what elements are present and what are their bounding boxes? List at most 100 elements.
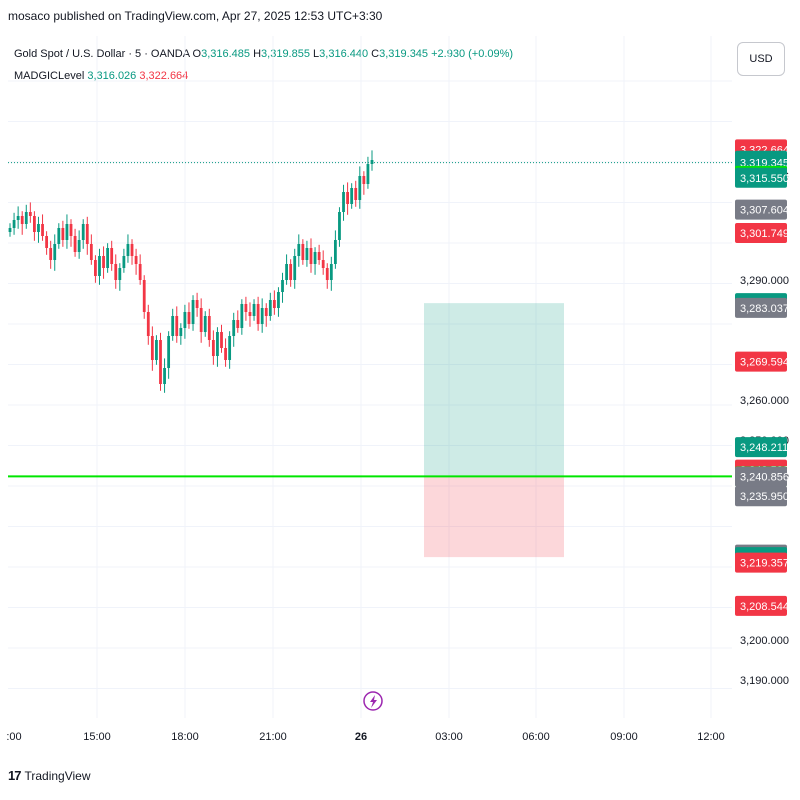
symbol-name[interactable]: Gold Spot / U.S. Dollar · 5 · OANDA [14,48,190,60]
price-label-text: 3,240.909 [740,471,789,483]
candle-body [106,248,110,268]
candle-body [41,224,44,236]
candle-body [61,228,65,240]
candle-body [142,280,146,312]
candle-body [159,340,162,384]
price-label: 3,284.217 [735,293,789,314]
candle-body [240,304,244,328]
price-label: 3,240.909 [735,466,789,487]
price-axis[interactable]: 3,290.000 3,260.000 3,250.000 3,200.000 3,19… [735,139,789,687]
candle-body [333,240,337,264]
candle-body [49,248,53,260]
candle-body [33,216,36,232]
candle-body [163,368,166,384]
currency-button[interactable]: USD [737,42,785,76]
candle-body [20,216,24,224]
price-label: 3,319.345 [735,152,789,173]
candle-body [53,244,57,260]
open-label: O [192,48,202,60]
candle-body [317,252,321,260]
candle-body [211,340,215,356]
candle-body [175,316,179,336]
candle-body [203,316,207,332]
candle-body [366,164,370,184]
price-label-text: 3,208.544 [740,601,789,613]
long-position-tool[interactable] [424,303,564,558]
candle-body [73,236,77,252]
price-label-badge [735,552,787,573]
candle-body [313,252,317,264]
price-label-badge [735,466,787,487]
price-label-badge [735,293,787,314]
candle-body [126,244,130,256]
price-label: 3,248.211 [735,437,788,458]
price-label-text: 3,235.950 [740,491,789,503]
price-axis-tick-label: 3,250.000 [740,435,789,447]
candle-body [325,268,329,280]
candle-body [81,224,85,240]
candle-body [321,260,325,268]
candle-body [138,264,142,280]
price-label-text: 3,284.217 [740,298,789,310]
candle-body [118,268,122,280]
candle-body [252,304,256,316]
candle-body [45,236,49,248]
candle-body [228,336,232,360]
price-label: 3,235.950 [735,486,789,507]
candle-body [98,256,101,276]
lightning-icon-circle [363,691,383,711]
price-label-badge [735,595,787,616]
high-value: 3,319.855 [261,48,310,60]
candle-body [289,264,293,280]
publisher-caption: mosaco published on TradingView.com, Apr… [8,9,383,23]
price-label-text: 3,322.664 [740,144,789,156]
high-label: H [253,48,262,60]
candle-body [329,264,333,280]
candle-body [167,336,171,368]
price-label-text: 3,242.583 [740,465,789,477]
candle-body [338,212,341,240]
time-axis-tick-label: 09:00 [610,731,638,743]
candle-body [12,220,16,228]
candlestick-series [8,150,374,393]
candle-body [69,224,73,236]
price-label: 3,301.749 [735,223,789,244]
candle-body [236,320,240,328]
time-axis-tick-label: 21:00 [259,731,287,743]
candle-body [220,332,223,348]
candle-body [216,332,219,356]
price-label-badge [735,139,787,160]
price-label-text: 3,221.335 [740,550,789,562]
time-axis[interactable]: :00 15:00 18:00 21:00 26 03:00 06:00 09:00 12:00 [6,731,724,743]
candle-body [358,176,362,200]
candle-body [272,300,276,308]
candle-body [309,248,313,264]
indicator-low-value: 3,316.026 [87,70,137,82]
price-label-badge [735,544,787,565]
footer-brand: TradingView [24,768,91,783]
candle-body [285,264,288,280]
price-label-badge [735,437,787,458]
price-label: 3,208.544 [735,595,789,616]
price-label-badge [735,547,787,568]
profit-zone [424,303,564,477]
candle-body [232,320,236,336]
price-label-text: 3,248.211 [740,442,788,454]
price-label-badge [735,466,787,487]
candle-body [305,248,309,260]
price-label-badge [735,351,787,372]
low-value: 3,316.440 [319,48,369,60]
lightning-icon[interactable] [363,691,383,711]
symbol-legend: Gold Spot / U.S. Dollar · 5 · OANDA O 3,3… [14,48,513,60]
candle-body [195,300,199,308]
candle-body [256,304,260,324]
indicator-name[interactable]: MADGICLevel [14,70,85,82]
candle-body [346,192,349,204]
candle-body [65,224,69,240]
price-label: 3,240.856 [735,466,789,487]
price-label: 3,221.335 [735,544,789,565]
price-axis-tick-label: 3,260.000 [740,395,789,407]
candle-body [224,348,227,360]
candle-body [191,300,195,324]
